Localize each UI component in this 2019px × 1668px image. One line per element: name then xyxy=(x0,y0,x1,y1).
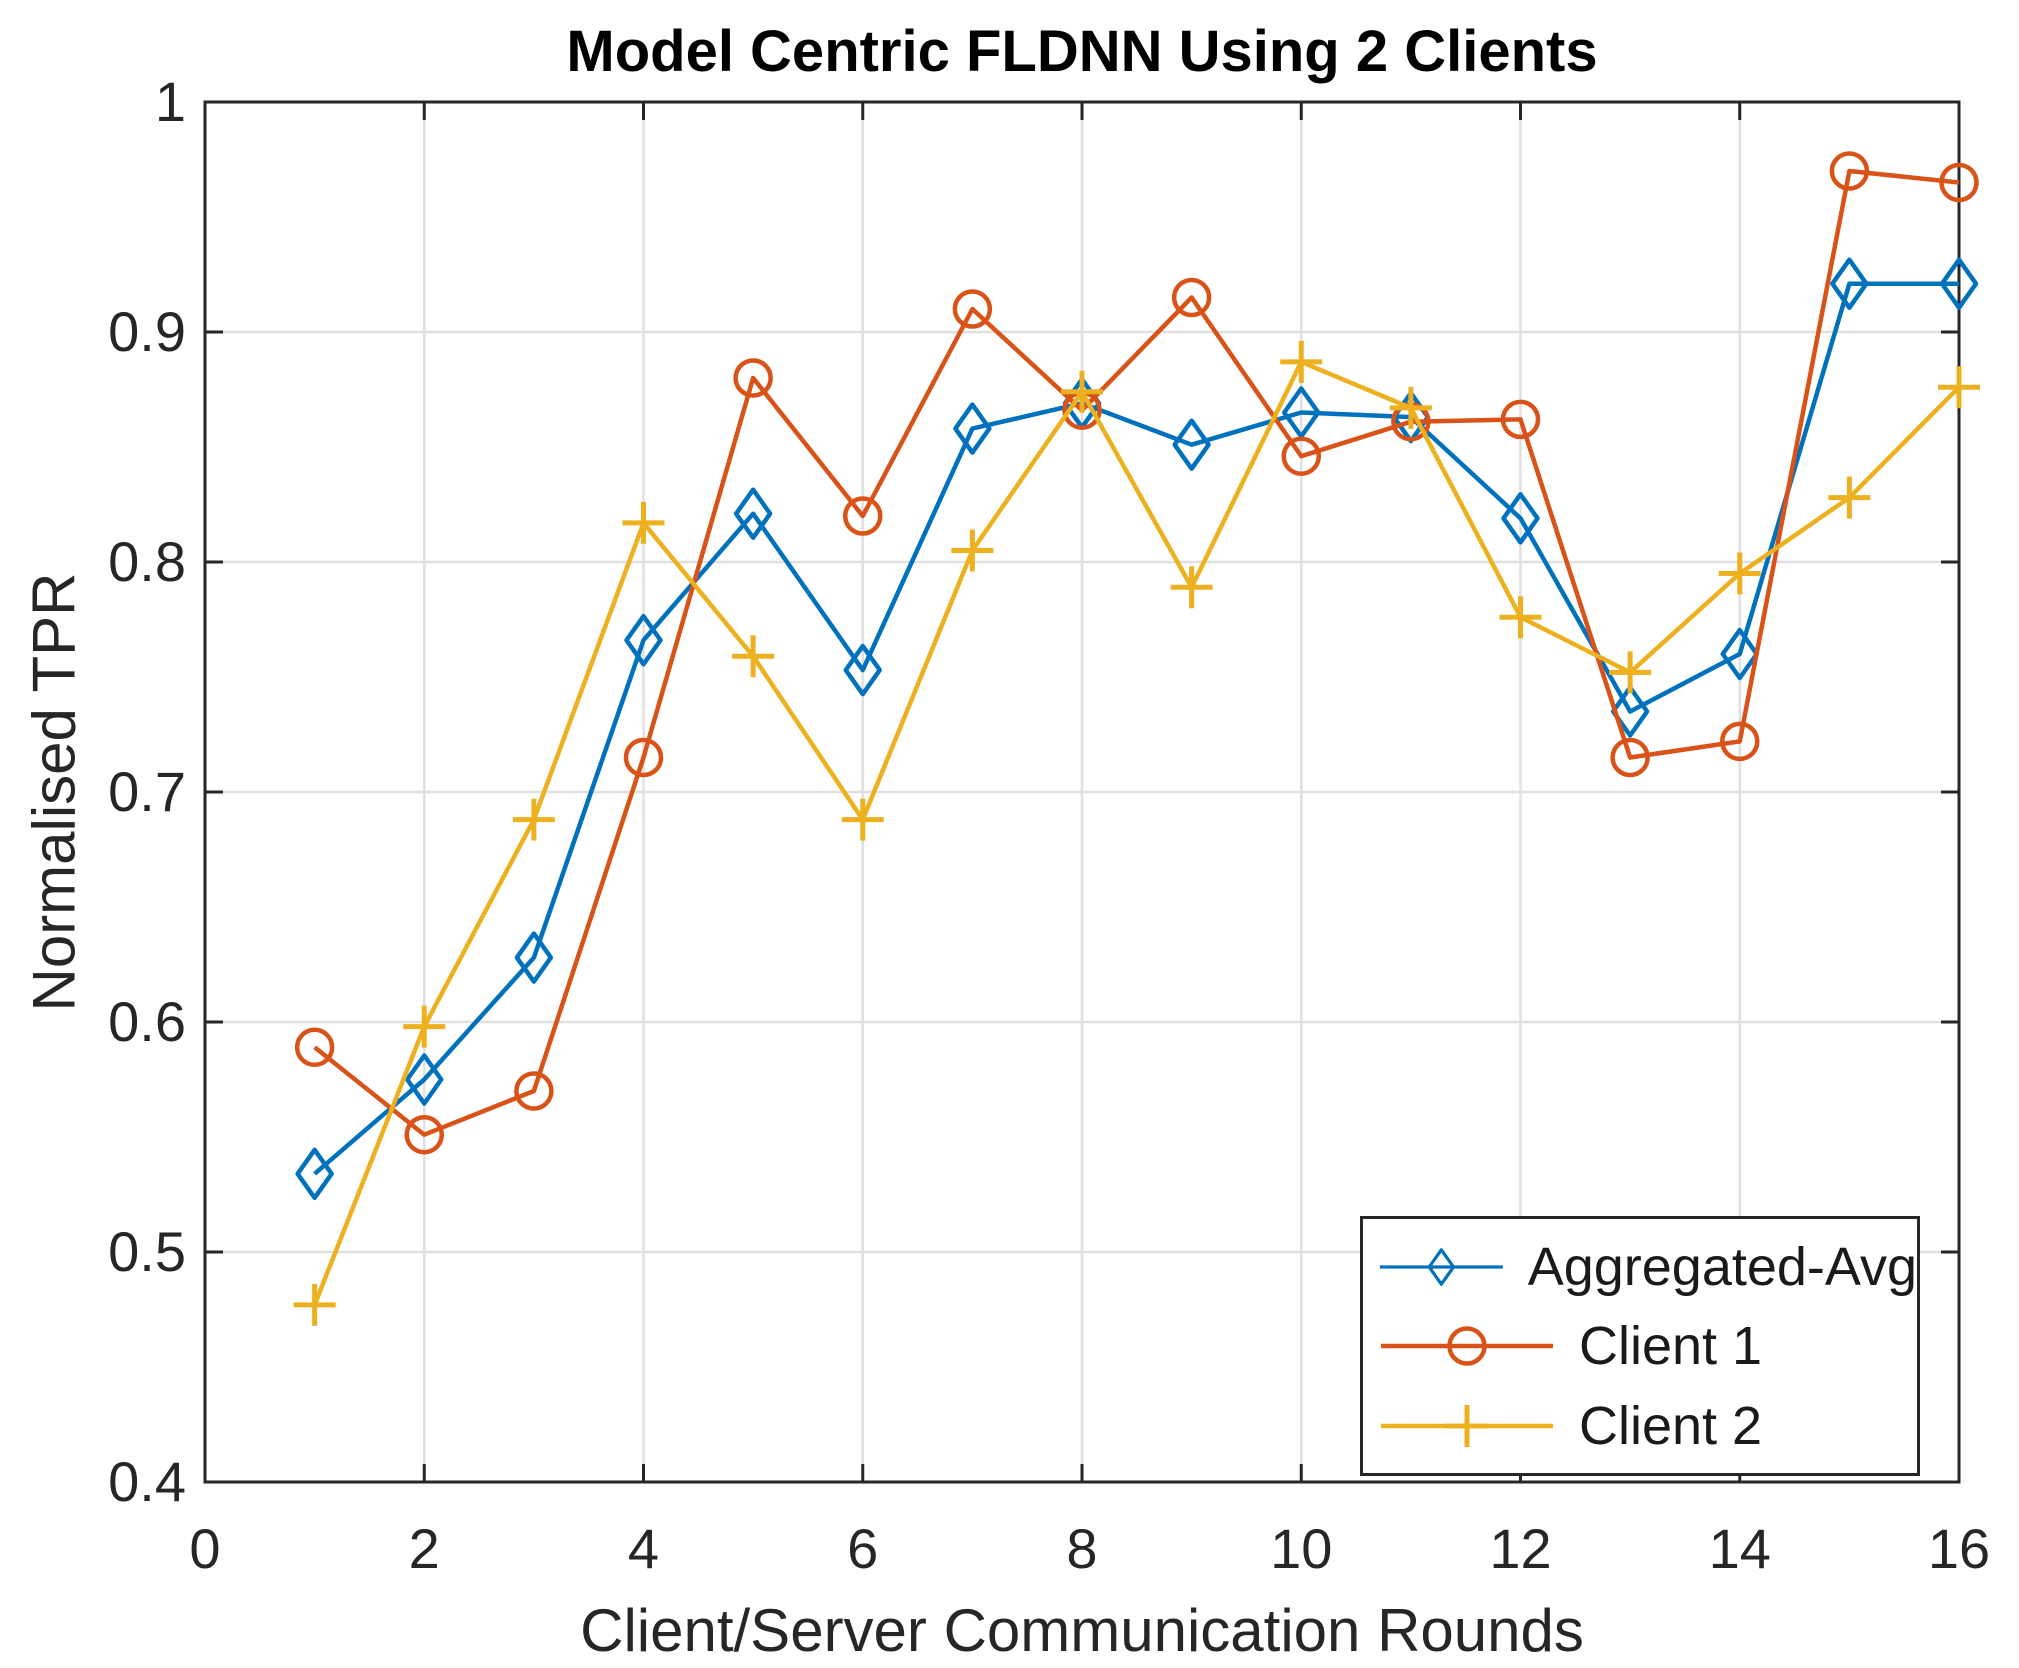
series-marker-aggregated-avg xyxy=(514,931,554,984)
series-line-aggregated-avg xyxy=(313,281,1959,1176)
series-marker-client-2 xyxy=(1828,476,1871,519)
series-marker-client-2 xyxy=(622,501,665,544)
series-marker-client-1 xyxy=(1720,721,1760,762)
series-line-client-1 xyxy=(313,168,1960,1137)
x-tick-label: 8 xyxy=(1066,1517,1097,1580)
series-marker-client-2 xyxy=(1389,386,1432,429)
series-marker-client-2 xyxy=(1938,366,1980,409)
series-marker-client-1 xyxy=(623,737,664,778)
series-marker-client-1 xyxy=(1829,151,1870,191)
x-tick-label: 14 xyxy=(1709,1517,1771,1580)
legend-sample-marker xyxy=(1446,1404,1488,1447)
series-marker-aggregated-avg xyxy=(1830,257,1869,310)
legend-item-client-2: Client 2 xyxy=(1377,1394,1917,1458)
chart-title: Model Centric FLDNN Using 2 Clients xyxy=(566,19,1598,84)
series-marker-client-2 xyxy=(1280,340,1323,383)
legend-item-label: Aggregated-Avg xyxy=(1527,1236,1917,1297)
x-tick-label: 0 xyxy=(189,1517,220,1580)
legend-item-label: Client 1 xyxy=(1579,1316,1763,1376)
y-tick-label: 0.5 xyxy=(108,1220,186,1283)
legend-sample-diamond-icon xyxy=(1379,1247,1503,1286)
series-marker-client-2 xyxy=(1170,566,1213,609)
series-marker-aggregated-avg xyxy=(1501,492,1540,545)
series-marker-aggregated-avg xyxy=(843,643,882,697)
series-line-client-2 xyxy=(312,359,1961,1306)
y-tick-label: 0.8 xyxy=(108,530,186,593)
x-tick-label: 4 xyxy=(628,1517,659,1580)
series-marker-client-2 xyxy=(512,798,555,841)
series-marker-client-1 xyxy=(733,358,773,398)
legend-item-label: Client 2 xyxy=(1579,1395,1763,1456)
legend-sample-marker xyxy=(1447,1326,1487,1366)
series-marker-aggregated-avg xyxy=(733,487,773,540)
series-marker-client-2 xyxy=(1609,651,1652,694)
series-marker-aggregated-avg xyxy=(405,1053,444,1106)
series-marker-aggregated-avg xyxy=(953,402,992,455)
series-marker-client-1 xyxy=(294,1027,335,1068)
legend-item-aggregated-avg: Aggregated-Avg xyxy=(1377,1235,1917,1299)
series-marker-client-2 xyxy=(951,529,994,572)
series-marker-aggregated-avg xyxy=(295,1147,334,1201)
series-marker-aggregated-avg xyxy=(1939,257,1979,310)
series-marker-client-1 xyxy=(1500,399,1541,440)
legend-item-client-1: Client 1 xyxy=(1377,1314,1917,1378)
series-marker-client-1 xyxy=(1281,436,1321,476)
series-marker-aggregated-avg xyxy=(1720,627,1759,681)
series-marker-client-1 xyxy=(514,1071,554,1111)
series-marker-client-1 xyxy=(952,289,993,329)
series-marker-aggregated-avg xyxy=(1172,418,1211,471)
x-axis-label: Client/Server Communication Rounds xyxy=(580,1597,1584,1664)
legend-sample-plus-icon xyxy=(1381,1404,1553,1447)
y-tick-label: 0.4 xyxy=(108,1450,186,1513)
y-tick-label: 0.6 xyxy=(108,990,186,1053)
y-tick-label: 0.7 xyxy=(108,760,186,823)
x-tick-label: 16 xyxy=(1928,1517,1990,1580)
series-marker-client-2 xyxy=(403,1005,446,1048)
series-marker-aggregated-avg xyxy=(1610,685,1650,738)
series-marker-client-1 xyxy=(1610,737,1650,778)
y-tick-label: 0.9 xyxy=(108,300,186,363)
series-marker-client-1 xyxy=(843,496,883,536)
series-marker-client-2 xyxy=(1499,596,1542,639)
series-marker-aggregated-avg xyxy=(624,613,663,667)
series-marker-client-2 xyxy=(293,1283,336,1326)
series-marker-client-1 xyxy=(1171,277,1212,318)
legend-sample-circle-icon xyxy=(1381,1326,1553,1366)
legend: Aggregated-Avg Client 1 Client 2 xyxy=(1360,1216,1920,1476)
y-tick-label: 1 xyxy=(155,70,186,133)
x-tick-label: 6 xyxy=(847,1517,878,1580)
series-marker-client-1 xyxy=(1939,162,1979,203)
legend-sample-marker xyxy=(1427,1247,1456,1286)
series-marker-client-2 xyxy=(732,635,775,678)
series-marker-client-2 xyxy=(841,798,884,841)
series-marker-client-2 xyxy=(1718,552,1761,595)
x-tick-label: 10 xyxy=(1270,1517,1332,1580)
series-marker-client-2 xyxy=(1061,370,1103,413)
x-tick-label: 12 xyxy=(1489,1517,1551,1580)
series-marker-client-1 xyxy=(404,1114,444,1155)
x-tick-label: 2 xyxy=(409,1517,440,1580)
